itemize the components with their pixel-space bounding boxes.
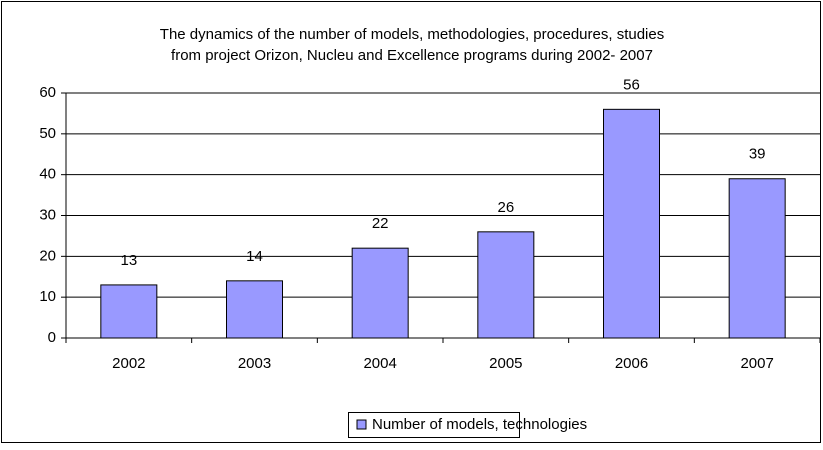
x-tick-label: 2003: [238, 355, 271, 372]
y-tick-label: 40: [39, 166, 56, 183]
y-tick-label: 0: [48, 329, 56, 346]
bar: [351, 247, 409, 339]
x-tick-label: 2005: [489, 355, 522, 372]
legend-swatch: [356, 419, 367, 430]
data-label: 14: [246, 248, 263, 265]
chart-frame: [1, 1, 821, 443]
x-tick-label: 2006: [615, 355, 648, 372]
y-tick-label: 30: [39, 206, 56, 223]
legend-box: [348, 412, 520, 438]
bar: [728, 178, 786, 339]
bar: [100, 284, 158, 339]
data-label: 26: [497, 199, 514, 216]
bar: [477, 231, 535, 339]
y-tick-label: 50: [39, 125, 56, 142]
chart-title: from project Orizon, Nucleu and Excellen…: [171, 47, 653, 64]
y-tick-label: 10: [39, 288, 56, 305]
x-tick-label: 2007: [740, 355, 773, 372]
y-tick-label: 20: [39, 247, 56, 264]
data-label: 22: [372, 215, 389, 232]
y-tick-label: 60: [39, 84, 56, 101]
data-label: 39: [749, 146, 766, 163]
bar: [603, 108, 660, 339]
data-label: 56: [623, 76, 640, 93]
data-label: 13: [120, 252, 137, 269]
x-tick-label: 2004: [363, 355, 396, 372]
legend-label: Number of models, technologies: [372, 416, 587, 433]
x-tick-label: 2002: [112, 355, 145, 372]
bar: [226, 280, 283, 339]
chart-title: The dynamics of the number of models, me…: [160, 26, 664, 43]
